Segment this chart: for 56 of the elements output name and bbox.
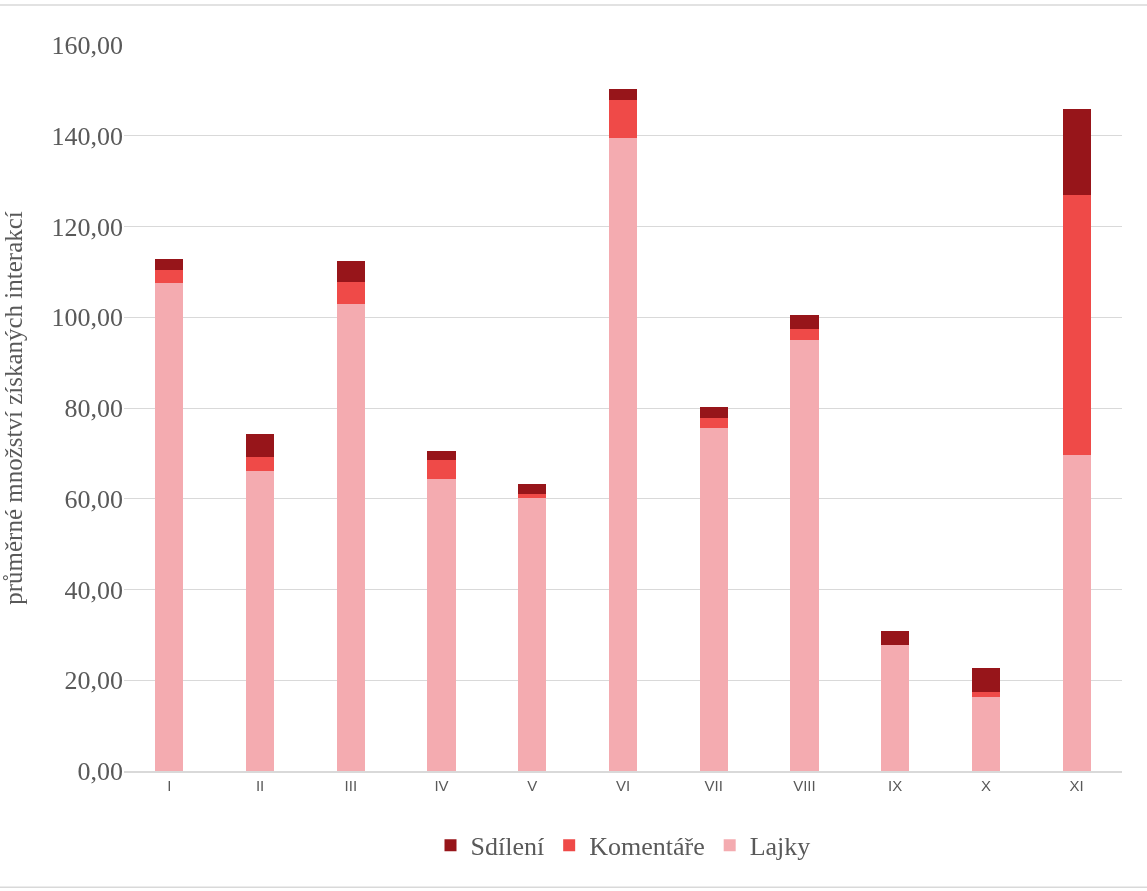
- bar: [608, 89, 638, 101]
- legend-label: Lajky: [749, 832, 811, 862]
- y-tick-label: 60,00: [64, 484, 123, 514]
- bar: [1062, 194, 1091, 456]
- x-tick-label: VI: [615, 776, 631, 794]
- bar: [699, 428, 728, 771]
- bar: [336, 303, 365, 771]
- bar: [518, 493, 547, 498]
- bar: [1062, 455, 1091, 771]
- bar: [155, 258, 184, 271]
- bar: [427, 459, 456, 480]
- bar: [881, 631, 910, 645]
- x-tick-label: XI: [1069, 776, 1084, 794]
- bar: [427, 479, 456, 771]
- bar: [246, 434, 275, 457]
- x-tick-label: IV: [434, 776, 449, 794]
- bar: [155, 282, 184, 771]
- bar: [336, 261, 365, 282]
- bar: [427, 451, 456, 460]
- legend-label: Komentáře: [589, 832, 705, 862]
- legend-label: Sdílení: [470, 832, 545, 862]
- bar: [790, 314, 819, 330]
- bar: [608, 100, 638, 138]
- bar: [971, 692, 1000, 698]
- y-tick-label: 0,00: [77, 757, 123, 787]
- y-tick-label: 20,00: [64, 666, 123, 696]
- bar: [699, 418, 728, 429]
- y-tick-label: 140,00: [51, 121, 123, 151]
- x-tick-label: VIII: [793, 776, 816, 794]
- bar: [608, 137, 638, 771]
- bar: [246, 470, 275, 771]
- bar: [246, 456, 275, 471]
- x-tick-label: I: [167, 776, 172, 794]
- bar: [790, 329, 819, 340]
- x-tick-label: V: [527, 776, 538, 794]
- y-tick-label: 80,00: [64, 394, 123, 424]
- y-tick-label: 100,00: [51, 303, 123, 333]
- bar: [336, 281, 365, 304]
- bar: [971, 697, 1000, 771]
- x-tick-label: X: [980, 776, 991, 794]
- x-tick-label: VII: [704, 776, 723, 794]
- y-axis-title: průměrné množství získaných interakcí: [0, 211, 27, 605]
- bar: [971, 668, 1000, 693]
- x-tick-label: IX: [888, 776, 903, 794]
- bar: [155, 270, 184, 283]
- bar: [518, 497, 547, 771]
- bar: [699, 406, 728, 419]
- y-tick-label: 160,00: [51, 31, 123, 61]
- x-tick-label: III: [344, 776, 358, 794]
- bar: [881, 644, 910, 771]
- y-tick-label: 120,00: [51, 212, 123, 242]
- x-tick-label: II: [255, 776, 265, 794]
- bar: [1062, 109, 1091, 195]
- bar: [790, 339, 819, 771]
- y-tick-label: 40,00: [64, 575, 123, 605]
- bar: [518, 483, 547, 494]
